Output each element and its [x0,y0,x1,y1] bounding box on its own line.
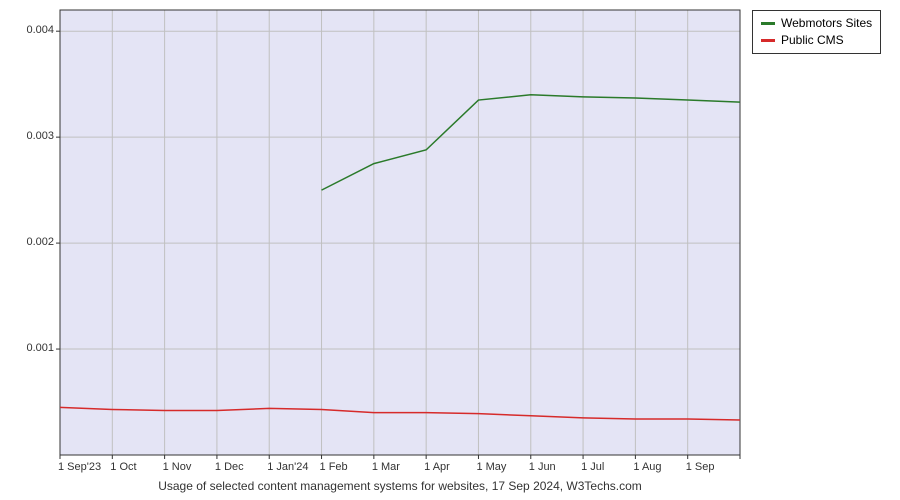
x-tick-label: 1 Aug [633,461,661,473]
legend-item: Public CMS [761,32,872,49]
y-tick-label: 0.003 [26,130,54,142]
chart-plot [0,0,900,500]
x-tick-label: 1 Oct [110,461,136,473]
x-tick-label: 1 Dec [215,461,244,473]
x-tick-label: 1 Apr [424,461,450,473]
chart-container: Webmotors Sites Public CMS Usage of sele… [0,0,900,500]
legend-item: Webmotors Sites [761,15,872,32]
legend-label: Webmotors Sites [781,15,872,32]
legend-swatch-icon [761,39,775,42]
x-tick-label: 1 Mar [372,461,400,473]
x-tick-label: 1 Jan'24 [267,461,308,473]
x-tick-label: 1 Sep [686,461,715,473]
x-tick-label: 1 Jul [581,461,604,473]
x-tick-label: 1 May [476,461,506,473]
legend: Webmotors Sites Public CMS [752,10,881,54]
y-tick-label: 0.002 [26,236,54,248]
y-tick-label: 0.001 [26,342,54,354]
x-tick-label: 1 Nov [163,461,192,473]
x-tick-label: 1 Feb [320,461,348,473]
legend-swatch-icon [761,22,775,25]
y-tick-label: 0.004 [26,24,54,36]
x-tick-label: 1 Jun [529,461,556,473]
chart-caption: Usage of selected content management sys… [60,479,740,493]
x-tick-label: 1 Sep'23 [58,461,101,473]
legend-label: Public CMS [781,32,844,49]
